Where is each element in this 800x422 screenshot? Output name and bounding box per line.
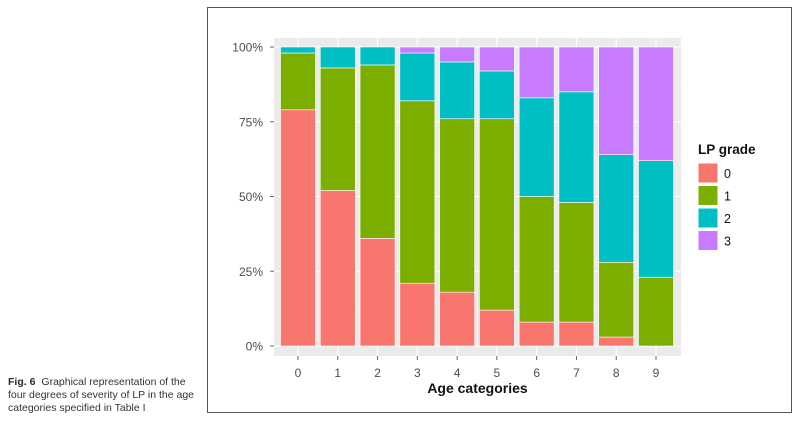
bar-age-4-grade-2 [439,61,475,120]
bar-age-1-grade-2 [319,46,356,69]
legend-swatch-grade-3 [697,230,719,251]
legend-swatch-grade-1 [697,185,719,206]
bar-age-8-grade-3 [598,46,635,155]
bar-age-7-grade-0 [558,321,595,347]
bar-age-3-grade-3 [399,46,436,54]
bar-age-5-grade-0 [479,309,515,347]
bar-age-4-grade-1 [439,118,475,293]
bar-age-6-grade-1 [518,196,555,323]
figure-caption-text: Graphical representation of the four deg… [8,376,195,414]
bar-age-9-grade-1 [638,276,674,347]
legend-title: LP grade [698,142,756,157]
x-tick-label: 8 [613,366,620,380]
x-axis-title: Age categories [427,380,528,396]
bar-age-7-grade-3 [558,46,595,93]
bar-age-8-grade-2 [598,154,635,263]
legend-label-grade-3: 3 [724,235,731,249]
y-tick-label: 50% [239,190,263,204]
bar-age-5-grade-3 [479,46,515,72]
figure-label: Fig. 6 [8,376,36,388]
bar-age-6-grade-2 [518,97,555,197]
bar-age-1-grade-0 [319,190,356,347]
y-tick-label: 75% [239,115,263,129]
y-tick-label: 25% [239,265,263,279]
bar-age-0-grade-0 [280,109,316,347]
bar-age-0-grade-1 [280,52,316,111]
legend-swatch-grade-0 [697,162,719,184]
bar-age-4-grade-3 [439,46,475,63]
bar-age-5-grade-1 [479,118,515,311]
bar-age-3-grade-0 [399,282,436,347]
x-tick-label: 4 [454,366,461,380]
y-tick-label: 0% [246,340,264,354]
bar-age-9-grade-3 [638,46,674,161]
x-tick-label: 0 [295,366,302,380]
bar-age-6-grade-0 [518,321,555,347]
bar-age-8-grade-1 [598,261,635,338]
x-tick-label: 5 [494,366,501,380]
figure-caption: Fig. 6 Graphical representation of the fo… [8,376,198,415]
bar-age-3-grade-2 [399,52,436,102]
legend-label-grade-0: 0 [724,167,731,181]
bar-age-2-grade-2 [359,46,396,66]
bar-age-5-grade-2 [479,70,515,120]
y-tick-label: 100% [232,41,263,55]
bar-age-1-grade-1 [319,67,356,191]
legend-swatch-grade-2 [697,207,719,229]
bar-age-4-grade-0 [439,291,475,347]
legend-label-grade-1: 1 [724,190,731,204]
x-tick-label: 7 [573,366,580,380]
bar-age-8-grade-0 [598,336,635,347]
bar-age-3-grade-1 [399,100,436,284]
x-tick-label: 2 [374,366,381,380]
bar-age-7-grade-1 [558,202,595,323]
bar-age-2-grade-0 [359,238,396,347]
bar-age-9-grade-2 [638,160,674,278]
bar-age-6-grade-3 [518,46,555,99]
x-tick-label: 6 [533,366,540,380]
x-tick-label: 3 [414,366,421,380]
bar-age-2-grade-1 [359,64,396,239]
x-tick-label: 1 [334,366,341,380]
bar-age-0-grade-2 [280,46,316,54]
legend-label-grade-2: 2 [724,212,731,226]
bar-age-7-grade-2 [558,91,595,203]
x-tick-label: 9 [653,366,660,380]
